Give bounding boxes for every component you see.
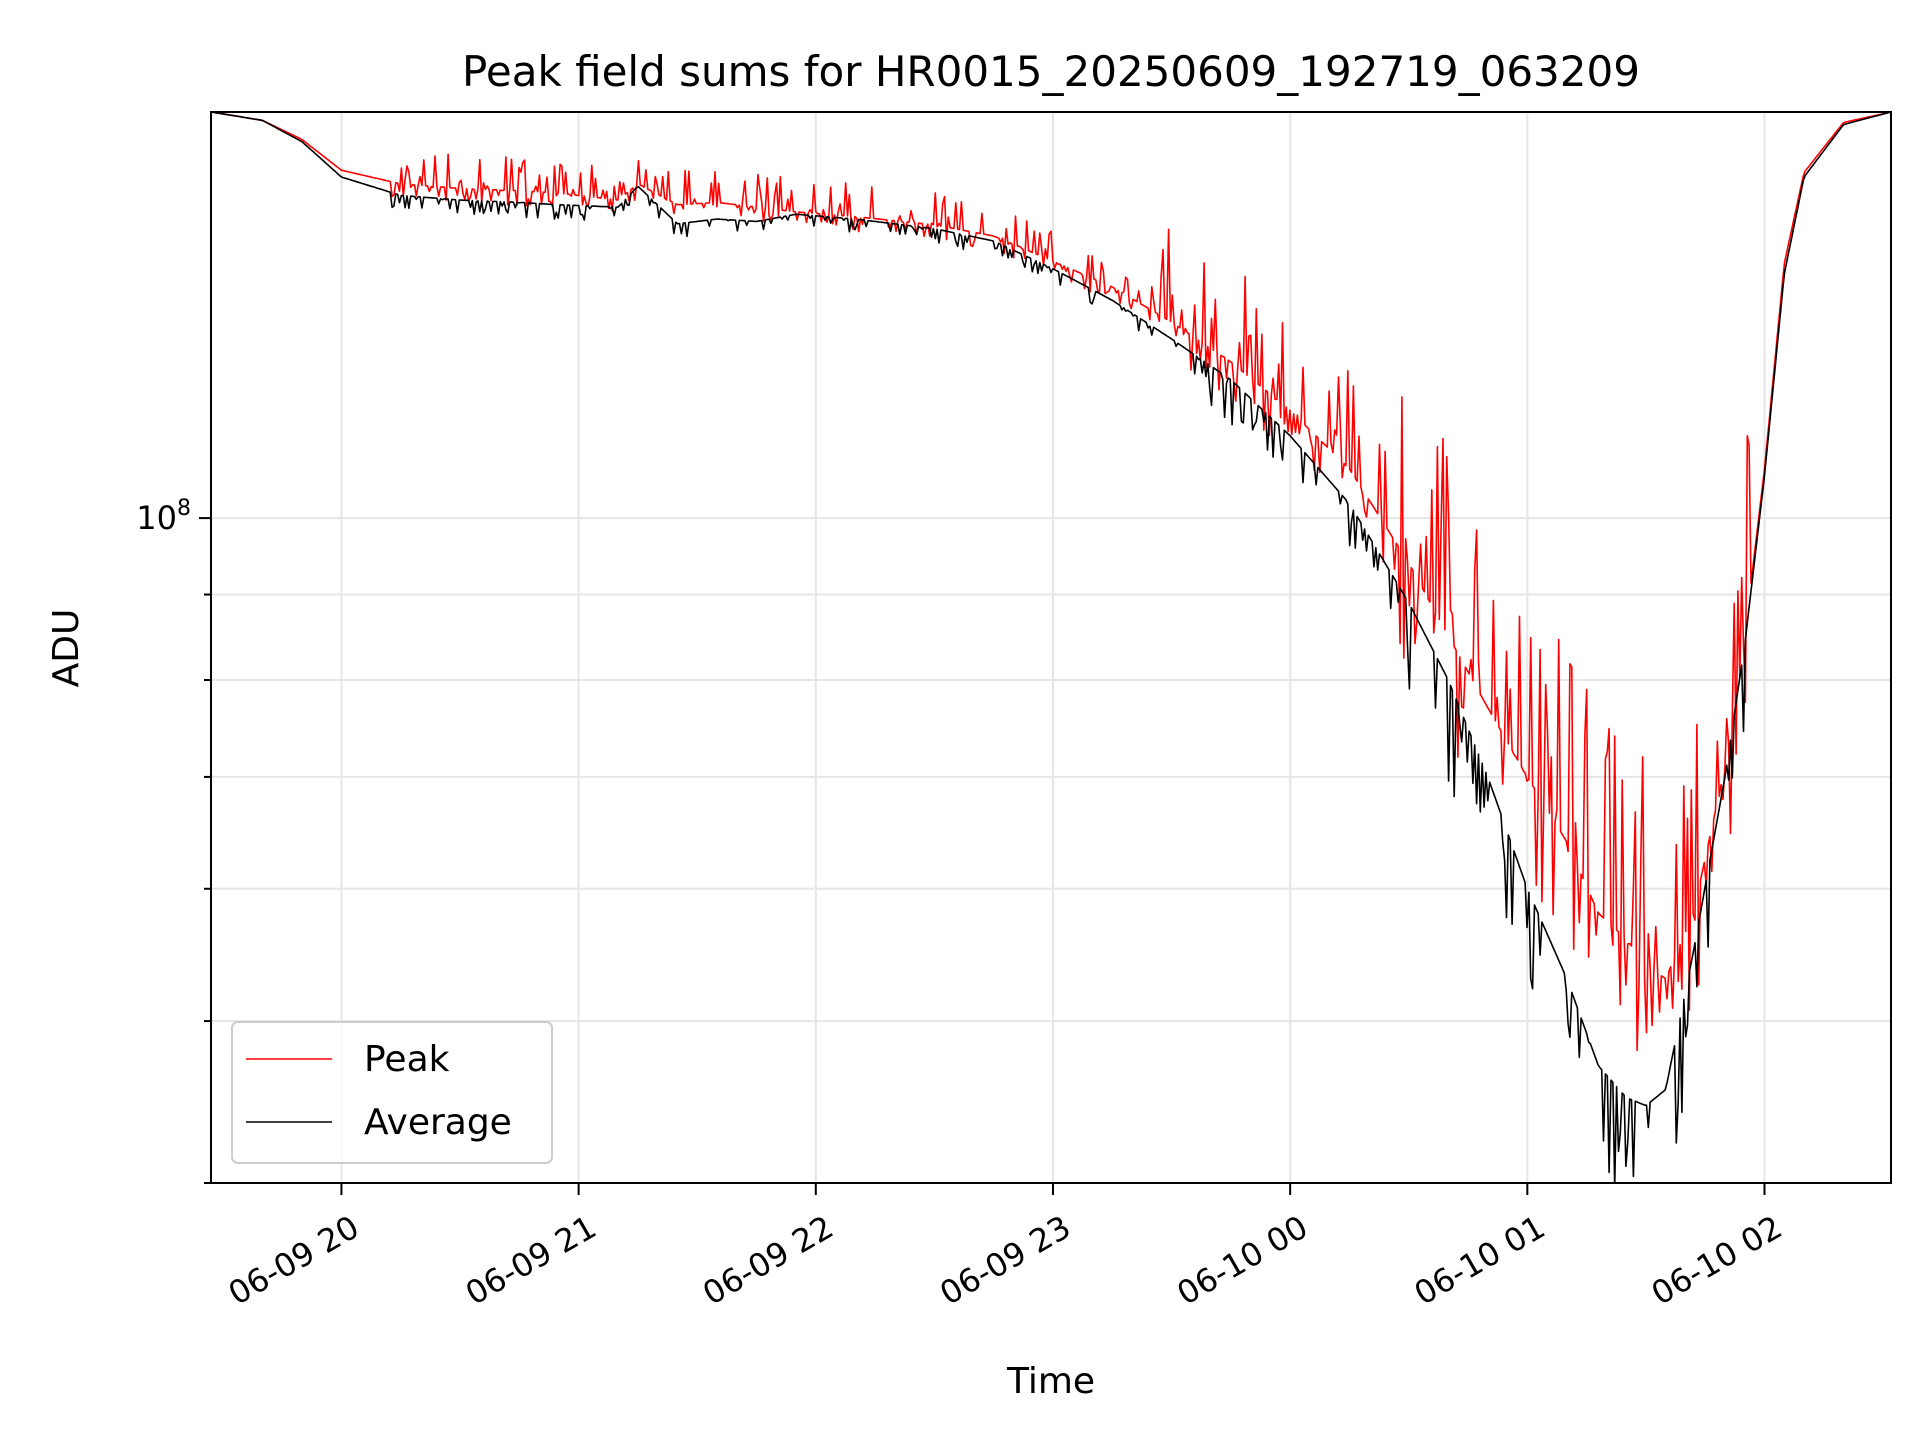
- series-line-average: [211, 112, 1891, 1183]
- x-axis-label: Time: [1006, 1361, 1095, 1402]
- y-tick-label: 108: [136, 496, 191, 537]
- plot-frame: [210, 111, 1892, 1184]
- legend: Peak Average: [231, 1021, 553, 1164]
- y-axis-label: ADU: [46, 609, 87, 688]
- series-layer: [211, 112, 1891, 1183]
- chart-title: Peak field sums for HR0015_20250609_1927…: [462, 47, 1640, 96]
- y-axis: 108: [136, 496, 211, 1184]
- legend-box: [231, 1021, 553, 1164]
- legend-label-peak: Peak: [364, 1039, 450, 1080]
- series-line-peak: [211, 112, 1891, 1052]
- legend-label-average: Average: [364, 1102, 512, 1143]
